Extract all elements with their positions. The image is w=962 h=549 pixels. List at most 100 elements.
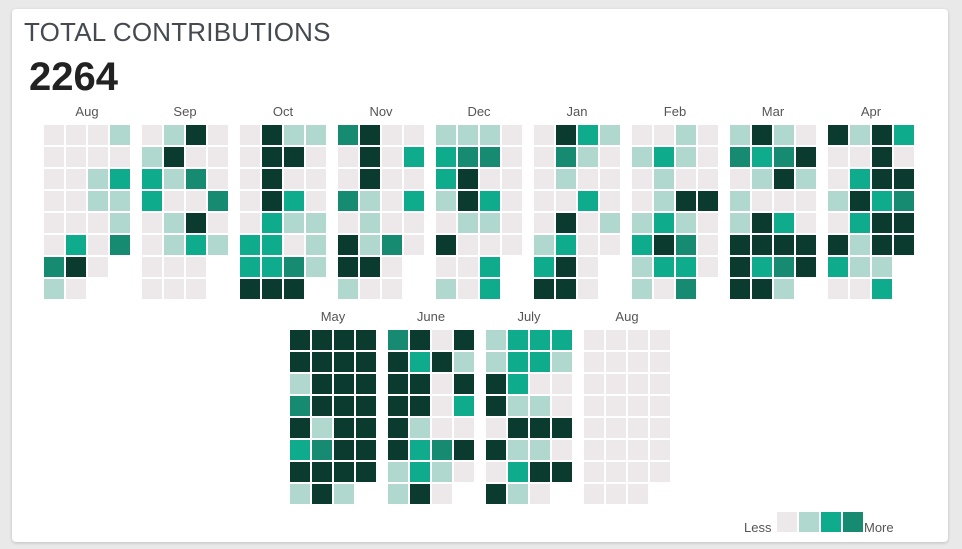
- day-cell[interactable]: [356, 396, 376, 416]
- day-cell[interactable]: [262, 169, 282, 189]
- day-cell[interactable]: [552, 440, 572, 460]
- day-cell[interactable]: [88, 169, 108, 189]
- day-cell[interactable]: [774, 257, 794, 277]
- day-cell[interactable]: [796, 191, 816, 211]
- day-cell[interactable]: [752, 125, 772, 145]
- day-cell[interactable]: [632, 191, 652, 211]
- day-cell[interactable]: [502, 213, 522, 233]
- day-cell[interactable]: [262, 213, 282, 233]
- day-cell[interactable]: [312, 484, 332, 504]
- day-cell[interactable]: [306, 191, 326, 211]
- day-cell[interactable]: [508, 396, 528, 416]
- day-cell[interactable]: [650, 330, 670, 350]
- day-cell[interactable]: [502, 235, 522, 255]
- day-cell[interactable]: [578, 257, 598, 277]
- day-cell[interactable]: [142, 125, 162, 145]
- day-cell[interactable]: [632, 147, 652, 167]
- day-cell[interactable]: [796, 169, 816, 189]
- day-cell[interactable]: [850, 191, 870, 211]
- day-cell[interactable]: [650, 418, 670, 438]
- day-cell[interactable]: [290, 396, 310, 416]
- day-cell[interactable]: [44, 257, 64, 277]
- day-cell[interactable]: [360, 147, 380, 167]
- day-cell[interactable]: [458, 125, 478, 145]
- day-cell[interactable]: [458, 147, 478, 167]
- day-cell[interactable]: [164, 147, 184, 167]
- day-cell[interactable]: [382, 235, 402, 255]
- day-cell[interactable]: [360, 169, 380, 189]
- day-cell[interactable]: [186, 279, 206, 299]
- day-cell[interactable]: [556, 279, 576, 299]
- day-cell[interactable]: [828, 257, 848, 277]
- day-cell[interactable]: [356, 418, 376, 438]
- day-cell[interactable]: [338, 169, 358, 189]
- day-cell[interactable]: [436, 257, 456, 277]
- day-cell[interactable]: [530, 352, 550, 372]
- day-cell[interactable]: [628, 462, 648, 482]
- day-cell[interactable]: [404, 169, 424, 189]
- day-cell[interactable]: [632, 169, 652, 189]
- day-cell[interactable]: [730, 191, 750, 211]
- day-cell[interactable]: [388, 462, 408, 482]
- day-cell[interactable]: [388, 418, 408, 438]
- day-cell[interactable]: [208, 191, 228, 211]
- day-cell[interactable]: [578, 125, 598, 145]
- day-cell[interactable]: [530, 462, 550, 482]
- day-cell[interactable]: [262, 147, 282, 167]
- day-cell[interactable]: [676, 279, 696, 299]
- day-cell[interactable]: [480, 213, 500, 233]
- day-cell[interactable]: [676, 257, 696, 277]
- day-cell[interactable]: [850, 279, 870, 299]
- day-cell[interactable]: [796, 125, 816, 145]
- day-cell[interactable]: [382, 257, 402, 277]
- day-cell[interactable]: [410, 396, 430, 416]
- day-cell[interactable]: [600, 147, 620, 167]
- day-cell[interactable]: [606, 418, 626, 438]
- day-cell[interactable]: [796, 213, 816, 233]
- day-cell[interactable]: [698, 257, 718, 277]
- day-cell[interactable]: [650, 440, 670, 460]
- day-cell[interactable]: [774, 147, 794, 167]
- day-cell[interactable]: [284, 235, 304, 255]
- day-cell[interactable]: [338, 235, 358, 255]
- day-cell[interactable]: [66, 191, 86, 211]
- day-cell[interactable]: [894, 125, 914, 145]
- day-cell[interactable]: [534, 191, 554, 211]
- day-cell[interactable]: [240, 147, 260, 167]
- day-cell[interactable]: [796, 257, 816, 277]
- day-cell[interactable]: [240, 257, 260, 277]
- day-cell[interactable]: [600, 191, 620, 211]
- day-cell[interactable]: [698, 147, 718, 167]
- day-cell[interactable]: [650, 396, 670, 416]
- day-cell[interactable]: [502, 191, 522, 211]
- day-cell[interactable]: [410, 484, 430, 504]
- day-cell[interactable]: [410, 330, 430, 350]
- day-cell[interactable]: [774, 169, 794, 189]
- day-cell[interactable]: [654, 279, 674, 299]
- day-cell[interactable]: [436, 213, 456, 233]
- day-cell[interactable]: [164, 235, 184, 255]
- day-cell[interactable]: [338, 191, 358, 211]
- day-cell[interactable]: [410, 440, 430, 460]
- day-cell[interactable]: [480, 235, 500, 255]
- day-cell[interactable]: [584, 396, 604, 416]
- day-cell[interactable]: [556, 191, 576, 211]
- day-cell[interactable]: [338, 279, 358, 299]
- day-cell[interactable]: [164, 279, 184, 299]
- day-cell[interactable]: [44, 213, 64, 233]
- day-cell[interactable]: [486, 396, 506, 416]
- day-cell[interactable]: [290, 462, 310, 482]
- day-cell[interactable]: [578, 169, 598, 189]
- day-cell[interactable]: [850, 125, 870, 145]
- day-cell[interactable]: [676, 147, 696, 167]
- day-cell[interactable]: [628, 330, 648, 350]
- day-cell[interactable]: [306, 125, 326, 145]
- day-cell[interactable]: [556, 235, 576, 255]
- day-cell[interactable]: [334, 352, 354, 372]
- day-cell[interactable]: [534, 235, 554, 255]
- day-cell[interactable]: [338, 147, 358, 167]
- day-cell[interactable]: [312, 352, 332, 372]
- day-cell[interactable]: [306, 169, 326, 189]
- day-cell[interactable]: [584, 462, 604, 482]
- day-cell[interactable]: [388, 352, 408, 372]
